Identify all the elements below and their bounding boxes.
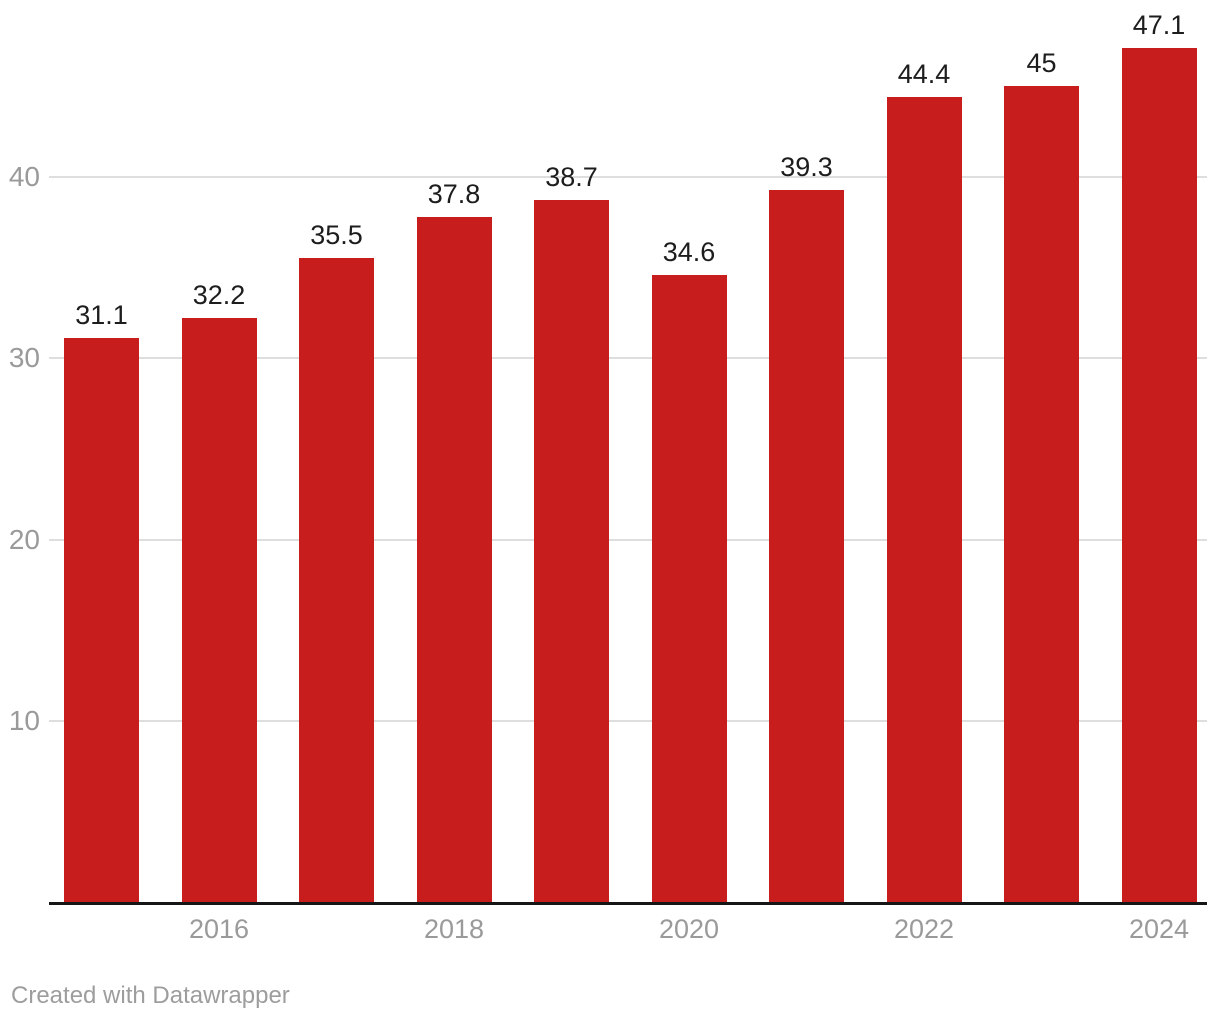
x-tick-label: 2016 [188,914,250,944]
bar-value-label: 45 [1026,48,1057,79]
x-tick-label: 2020 [658,914,720,944]
bar [769,189,844,903]
bar [181,318,257,903]
y-tick-label: 10 [8,705,40,737]
bar [299,258,374,903]
x-tick-label: 2022 [893,914,955,944]
bar-value-label: 38.7 [545,162,598,193]
y-tick-label: 20 [8,523,40,555]
bar-value-label: 47.1 [1132,9,1186,40]
attribution-text: Created with Datawrapper [11,982,290,1009]
bar-value-label: 35.5 [310,220,363,251]
bar [416,216,492,903]
bar-value-label: 39.3 [780,151,833,182]
y-tick-label: 40 [8,160,40,192]
bar [1004,86,1079,903]
bar [651,274,727,903]
gridline [49,720,1207,723]
bar-value-label: 44.4 [897,58,951,89]
bar-value-label: 32.2 [192,280,246,311]
gridline [49,175,1207,178]
bar-value-label: 37.8 [427,178,481,209]
bar [534,200,609,903]
x-tick-label: 2018 [423,914,485,944]
bar-value-label: 31.1 [75,300,128,331]
x-axis-line [49,902,1207,905]
bar [1121,47,1197,903]
x-tick-label: 2024 [1128,914,1190,944]
bar [886,96,962,903]
bar [64,338,139,903]
gridline [49,538,1207,541]
gridline [49,357,1207,360]
bar-value-label: 34.6 [662,236,716,267]
y-tick-label: 30 [8,342,40,374]
